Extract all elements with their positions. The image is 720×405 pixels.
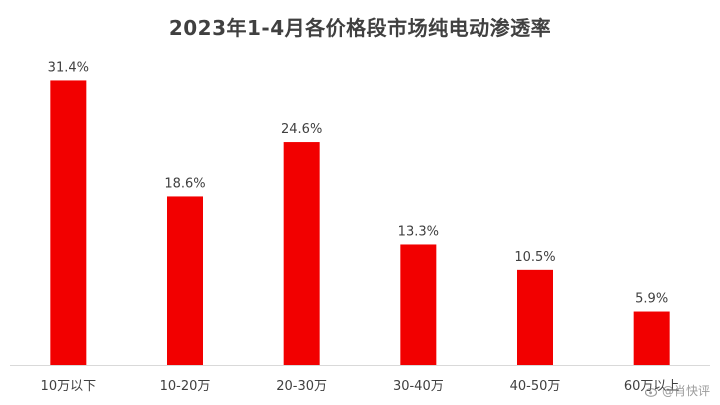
data-label: 31.4%: [48, 60, 89, 75]
data-label: 13.3%: [398, 224, 439, 239]
bar: [283, 142, 320, 365]
x-tick-label: 20-30万: [276, 379, 327, 394]
bar: [400, 244, 437, 365]
x-tick-label: 40-50万: [510, 379, 561, 394]
data-label: 18.6%: [164, 176, 205, 191]
watermark: @肖快评: [644, 382, 710, 399]
data-label: 5.9%: [635, 292, 668, 307]
x-tick-label: 60万以上: [624, 379, 680, 394]
x-tick-label: 10万以下: [41, 379, 97, 394]
data-label: 10.5%: [514, 250, 555, 265]
weibo-logo-icon: [644, 385, 659, 397]
x-tick-label: 10-20万: [160, 379, 211, 394]
bar: [517, 269, 553, 365]
data-label: 24.6%: [281, 122, 322, 137]
bar: [633, 311, 670, 365]
chart-title: 2023年1-4月各价格段市场纯电动渗透率: [168, 16, 552, 40]
bar: [167, 196, 203, 365]
bar: [50, 80, 87, 365]
watermark-text: @肖快评: [661, 384, 710, 398]
x-tick-label: 30-40万: [393, 379, 444, 394]
